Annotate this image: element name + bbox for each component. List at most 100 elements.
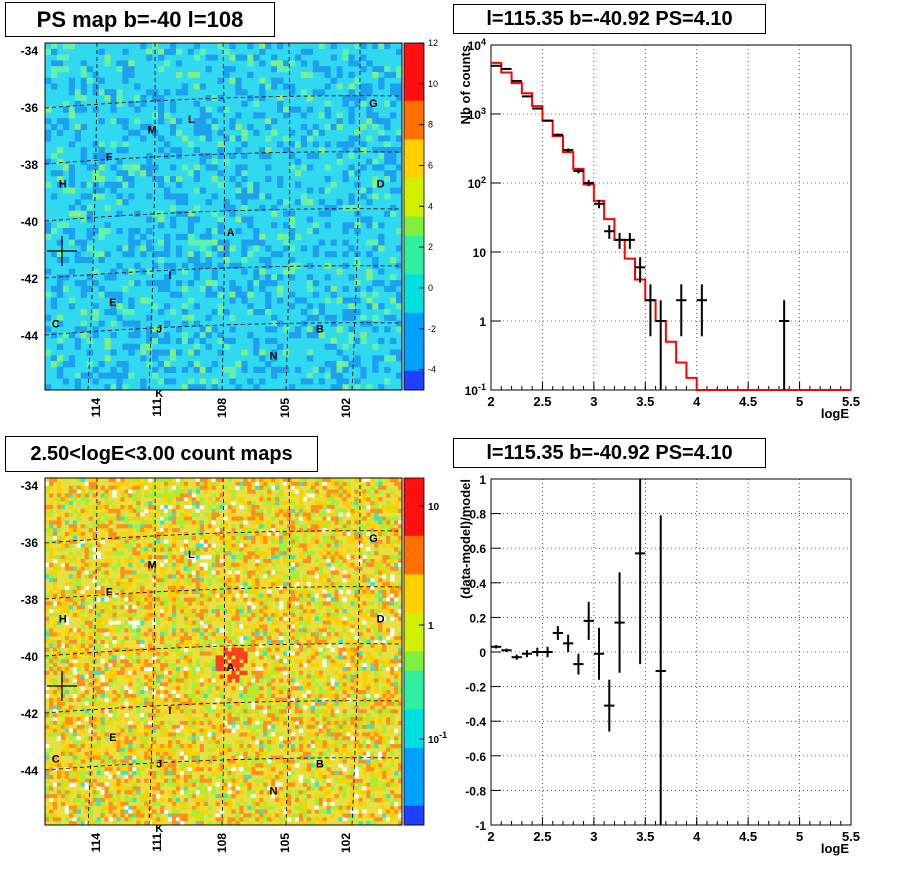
map-source-label: N <box>270 786 278 798</box>
x-tick-label: 2 <box>487 829 494 844</box>
colorbar-band <box>404 139 424 160</box>
map-source-label: D <box>377 613 385 625</box>
map-texture <box>45 478 403 826</box>
colorbar-band <box>404 62 424 83</box>
map-source-label: L <box>188 114 195 126</box>
map-source-label: C <box>52 753 60 765</box>
colorbar-tick-label: 10-1 <box>428 730 447 746</box>
colorbar-tick-label: 2 <box>428 242 433 252</box>
map-y-tick-label: -36 <box>21 536 39 550</box>
colorbar-band <box>404 100 424 121</box>
colorbar-band <box>404 216 424 237</box>
map-x-tick-label: 111 <box>150 398 164 417</box>
y-tick-label: 10 <box>473 246 487 260</box>
model-histogram <box>491 61 851 391</box>
colorbar-band <box>404 651 424 672</box>
colorbar-band <box>404 351 424 372</box>
colorbar-tick-label: 1 <box>428 621 434 632</box>
map-texture <box>45 43 403 391</box>
colorbar-band <box>404 332 424 352</box>
map-grid-meridian <box>148 477 156 826</box>
map-source-label: F <box>106 152 113 164</box>
y-tick-label: 10-1 <box>465 382 486 398</box>
x-tick-label: 4.5 <box>739 829 757 844</box>
colorbar-band <box>404 478 424 498</box>
map-source-label: M <box>148 125 157 137</box>
map-y-tick-label: -44 <box>21 764 39 778</box>
y-tick-label: -0.2 <box>465 681 486 695</box>
map-x-tick-label: 102 <box>339 398 353 418</box>
map-grid-parallel <box>44 700 403 714</box>
colorbar-band <box>404 274 424 295</box>
map-grid-parallel <box>44 643 403 657</box>
map-grid-meridian <box>285 42 291 391</box>
map-source-label: H <box>59 178 67 190</box>
x-tick-label: 4 <box>693 394 701 409</box>
x-axis-label: logE <box>821 406 849 421</box>
colorbar-band <box>404 670 424 691</box>
panel3-title: 2.50<logE<3.00 count maps <box>5 436 318 472</box>
colorbar-band <box>404 690 424 710</box>
colorbar-band <box>404 158 424 179</box>
x-tick-label: 3.5 <box>636 829 654 844</box>
map-source-label: G <box>369 98 378 110</box>
map-source-label: E <box>109 297 116 309</box>
map-y-tick-label: -38 <box>21 593 39 607</box>
x-tick-label: 5.5 <box>842 394 860 409</box>
y-tick-label: -0.6 <box>465 750 486 764</box>
colorbar-band <box>404 177 424 198</box>
panel4-title: l=115.35 b=-40.92 PS=4.10 <box>453 438 766 468</box>
colorbar-band <box>404 593 424 614</box>
map-source-label: A <box>227 227 235 239</box>
colorbar-frame <box>403 42 425 391</box>
y-tick-label: 0.6 <box>469 542 486 556</box>
x-tick-label: 4 <box>693 829 701 844</box>
map-grid-meridian <box>221 42 225 391</box>
map-grid-meridian <box>221 477 225 826</box>
map-grid-parallel <box>44 757 403 771</box>
map-grid-meridian <box>351 477 361 826</box>
map-grid-parallel <box>44 322 403 336</box>
map-grid-parallel <box>44 530 403 544</box>
map-y-tick-label: -42 <box>21 272 39 286</box>
colorbar-band <box>404 293 424 314</box>
map-x-tick-label: 105 <box>278 833 292 853</box>
map-source-label: M <box>148 560 157 572</box>
map-position-marker <box>47 236 77 266</box>
x-tick-label: 2 <box>487 394 494 409</box>
map-x-tick-label: 114 <box>89 833 103 853</box>
colorbar-tick-label: 10 <box>428 79 438 89</box>
map-source-label: D <box>377 178 385 190</box>
map-frame <box>44 42 403 391</box>
x-tick-label: 3 <box>590 394 597 409</box>
colorbar-tick-label: 4 <box>428 201 433 211</box>
map-grid-meridian <box>148 42 156 391</box>
map-x-tick-label: 108 <box>215 833 229 853</box>
panel1-title: PS map b=-40 l=108 <box>5 2 275 37</box>
colorbar-band <box>404 81 424 102</box>
y-axis-label: (data-model)/model <box>458 479 473 599</box>
colorbar-band <box>404 786 424 807</box>
colorbar-band <box>404 370 424 391</box>
map-grid-parallel <box>44 208 403 222</box>
map-source-label: J <box>156 324 162 336</box>
map-y-tick-label: -34 <box>21 44 39 58</box>
map-source-label: I <box>168 705 171 717</box>
colorbar-band <box>404 535 424 556</box>
map-source-label: G <box>369 533 378 545</box>
y-tick-label: 104 <box>468 37 486 53</box>
y-tick-label: 103 <box>468 106 486 122</box>
map-x-tick-label: 111 <box>150 833 164 852</box>
colorbar-tick-label: -2 <box>428 324 436 334</box>
map-source-label: F <box>106 587 113 599</box>
map-source-label: B <box>316 759 324 771</box>
map-y-tick-label: -34 <box>21 479 39 493</box>
colorbar-band <box>404 612 424 633</box>
colorbar-band <box>404 728 424 749</box>
x-axis-label: logE <box>821 841 849 856</box>
panel2-title: l=115.35 b=-40.92 PS=4.10 <box>453 4 766 34</box>
map-source-label: E <box>109 732 116 744</box>
